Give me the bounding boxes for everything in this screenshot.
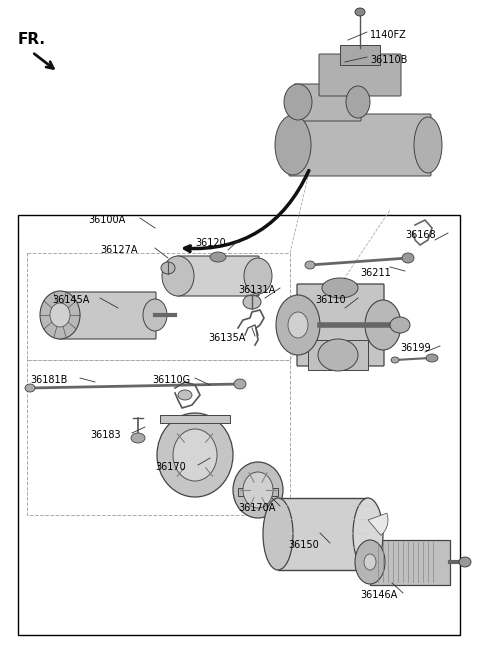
Ellipse shape	[318, 339, 358, 371]
Ellipse shape	[244, 258, 272, 294]
Ellipse shape	[305, 261, 315, 269]
Text: 36181B: 36181B	[30, 375, 67, 385]
Bar	[308, 340, 368, 370]
FancyBboxPatch shape	[319, 54, 401, 96]
Ellipse shape	[426, 354, 438, 362]
Ellipse shape	[173, 429, 217, 481]
Text: 36146A: 36146A	[360, 590, 397, 600]
Ellipse shape	[178, 390, 192, 400]
Text: 36110G: 36110G	[152, 375, 190, 385]
Ellipse shape	[414, 117, 442, 173]
Ellipse shape	[276, 295, 320, 355]
Text: 36183: 36183	[90, 430, 120, 440]
FancyBboxPatch shape	[297, 284, 384, 366]
Text: 36120: 36120	[195, 238, 226, 248]
Text: 36145A: 36145A	[52, 295, 89, 305]
Text: 36100A: 36100A	[88, 215, 125, 225]
Ellipse shape	[365, 300, 401, 350]
Text: 1140FZ: 1140FZ	[370, 30, 407, 40]
Ellipse shape	[25, 384, 35, 392]
Ellipse shape	[275, 115, 311, 175]
Text: 36110: 36110	[315, 295, 346, 305]
Ellipse shape	[234, 379, 246, 389]
Ellipse shape	[143, 299, 167, 331]
Text: 36127A: 36127A	[100, 245, 137, 255]
Ellipse shape	[243, 472, 273, 508]
Ellipse shape	[50, 303, 70, 327]
Text: 36170: 36170	[155, 462, 186, 472]
Ellipse shape	[346, 86, 370, 118]
Ellipse shape	[355, 8, 365, 16]
Text: FR.: FR.	[18, 32, 46, 47]
Ellipse shape	[284, 84, 312, 120]
FancyBboxPatch shape	[59, 292, 156, 339]
Ellipse shape	[210, 252, 226, 262]
Ellipse shape	[322, 278, 358, 298]
Bar	[278, 498, 368, 570]
Ellipse shape	[243, 295, 261, 309]
Ellipse shape	[402, 253, 414, 263]
Bar	[370, 540, 450, 585]
Ellipse shape	[233, 462, 283, 518]
Ellipse shape	[40, 291, 80, 339]
Ellipse shape	[390, 317, 410, 333]
Ellipse shape	[263, 498, 293, 570]
Ellipse shape	[364, 554, 376, 570]
Ellipse shape	[353, 498, 383, 570]
Bar	[18, 215, 460, 635]
Ellipse shape	[288, 312, 308, 338]
Ellipse shape	[355, 540, 385, 584]
Text: 36150: 36150	[288, 540, 319, 550]
Ellipse shape	[162, 256, 194, 296]
Ellipse shape	[391, 357, 399, 363]
Text: 36110B: 36110B	[370, 55, 408, 65]
Ellipse shape	[459, 557, 471, 567]
FancyBboxPatch shape	[294, 84, 361, 121]
Text: 36168: 36168	[405, 230, 436, 240]
Text: 36211: 36211	[360, 268, 391, 278]
Text: 36170A: 36170A	[238, 503, 276, 513]
Text: 36199: 36199	[400, 343, 431, 353]
Ellipse shape	[157, 413, 233, 497]
Bar	[160, 415, 230, 423]
Ellipse shape	[161, 262, 175, 274]
FancyBboxPatch shape	[289, 114, 431, 176]
Text: 36135A: 36135A	[208, 333, 245, 343]
Bar	[238, 488, 278, 496]
Ellipse shape	[131, 433, 145, 443]
FancyBboxPatch shape	[177, 256, 259, 296]
Bar	[340, 45, 380, 65]
Wedge shape	[368, 513, 388, 535]
Text: 36131A: 36131A	[238, 285, 275, 295]
